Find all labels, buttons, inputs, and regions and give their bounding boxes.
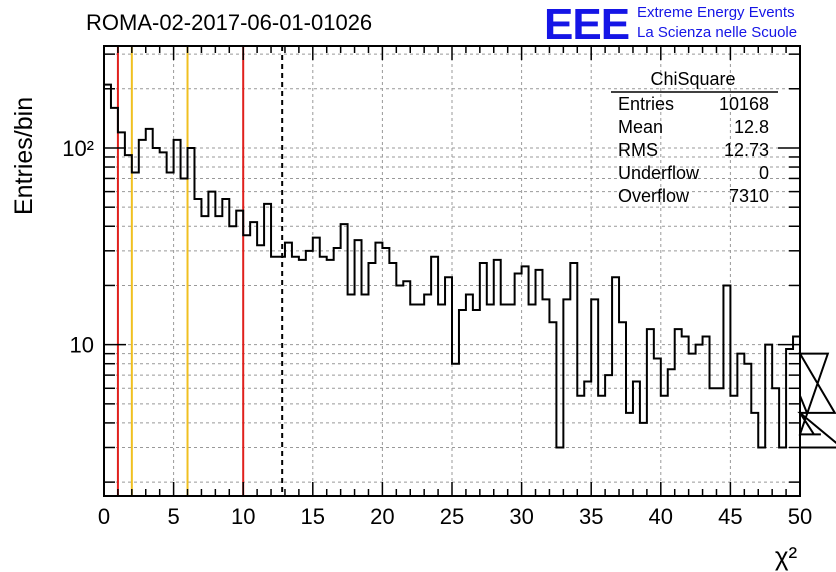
x-tick-label: 15 <box>301 504 325 529</box>
stats-box: ChiSquare Entries 10168 Mean 12.8 RMS 12.73 Un… <box>611 69 778 206</box>
stats-rows: Entries 10168 Mean 12.8 RMS 12.73 Underflow 0 Ov… <box>618 94 769 206</box>
x-tick-label: 5 <box>167 504 179 529</box>
stats-value: 0 <box>759 163 769 183</box>
stats-label: Underflow <box>618 163 700 183</box>
x-tick-label: 30 <box>509 504 533 529</box>
stats-label: RMS <box>618 140 658 160</box>
stats-label: Overflow <box>618 186 690 206</box>
x-tick-labels: 0 5 10 15 20 25 30 35 40 45 50 <box>98 504 812 529</box>
x-tick-label: 50 <box>788 504 812 529</box>
x-tick-label: 20 <box>370 504 394 529</box>
grid-lines <box>103 46 801 496</box>
stats-value: 12.8 <box>734 117 769 137</box>
x-tick-label: 0 <box>98 504 110 529</box>
logo-text-line2: La Scienza nelle Scuole <box>637 24 798 41</box>
stats-title: ChiSquare <box>650 69 735 89</box>
logo-text-line1: Extreme Energy Events <box>637 4 795 21</box>
stats-value: 7310 <box>729 186 769 206</box>
y-tick-labels: 10 10² <box>62 136 94 358</box>
x-axis-label: χ² <box>775 541 798 571</box>
x-tick-label: 25 <box>440 504 464 529</box>
x-tick-label: 45 <box>718 504 742 529</box>
stats-label: Mean <box>618 117 663 137</box>
eee-logo-mark: EEE <box>544 0 630 49</box>
chart-title: ROMA-02-2017-06-01-01026 <box>86 10 373 35</box>
x-tick-label: 35 <box>579 504 603 529</box>
x-tick-label: 40 <box>649 504 673 529</box>
stats-value: 12.73 <box>724 140 769 160</box>
histogram-line <box>104 83 836 449</box>
x-tick-label: 10 <box>231 504 255 529</box>
stats-label: Entries <box>618 94 674 114</box>
y-tick-label: 10 <box>70 333 94 358</box>
y-tick-label: 10² <box>62 136 94 161</box>
axis-ticks <box>103 46 801 496</box>
marker-lines <box>116 46 284 496</box>
stats-value: 10168 <box>719 94 769 114</box>
